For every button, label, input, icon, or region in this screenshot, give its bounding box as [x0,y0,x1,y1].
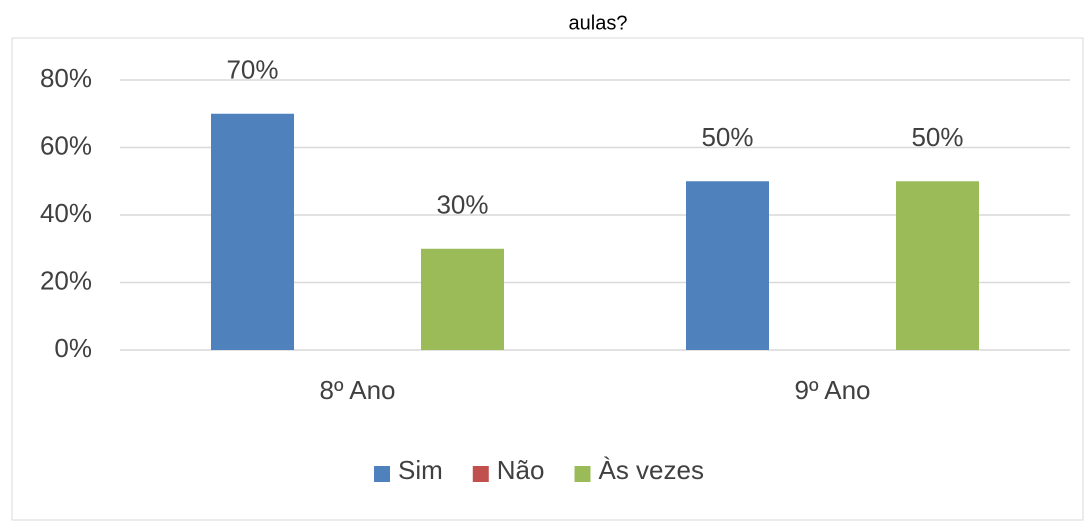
y-tick-label: 40% [40,198,92,228]
legend-swatch [574,466,591,482]
bar [421,248,504,350]
y-tick-label: 80% [40,63,92,93]
legend-label: Não [497,455,545,485]
bar [896,181,979,350]
data-label: 70% [226,55,278,85]
legend-label: Sim [398,455,443,485]
data-label: 50% [911,122,963,152]
legend-swatch [472,466,489,482]
x-tick-label: 8º Ano [319,375,395,405]
y-tick-label: 60% [40,130,92,160]
x-tick-label: 9º Ano [794,375,870,405]
bar [211,113,294,350]
data-label: 30% [436,190,488,220]
legend-label: Às vezes [598,455,704,485]
data-label: 50% [701,122,753,152]
y-tick-label: 20% [40,265,92,295]
legend-swatch [374,466,390,482]
y-tick-label: 0% [54,333,92,363]
chart-title: aulas? [569,12,628,34]
bar [686,181,769,350]
